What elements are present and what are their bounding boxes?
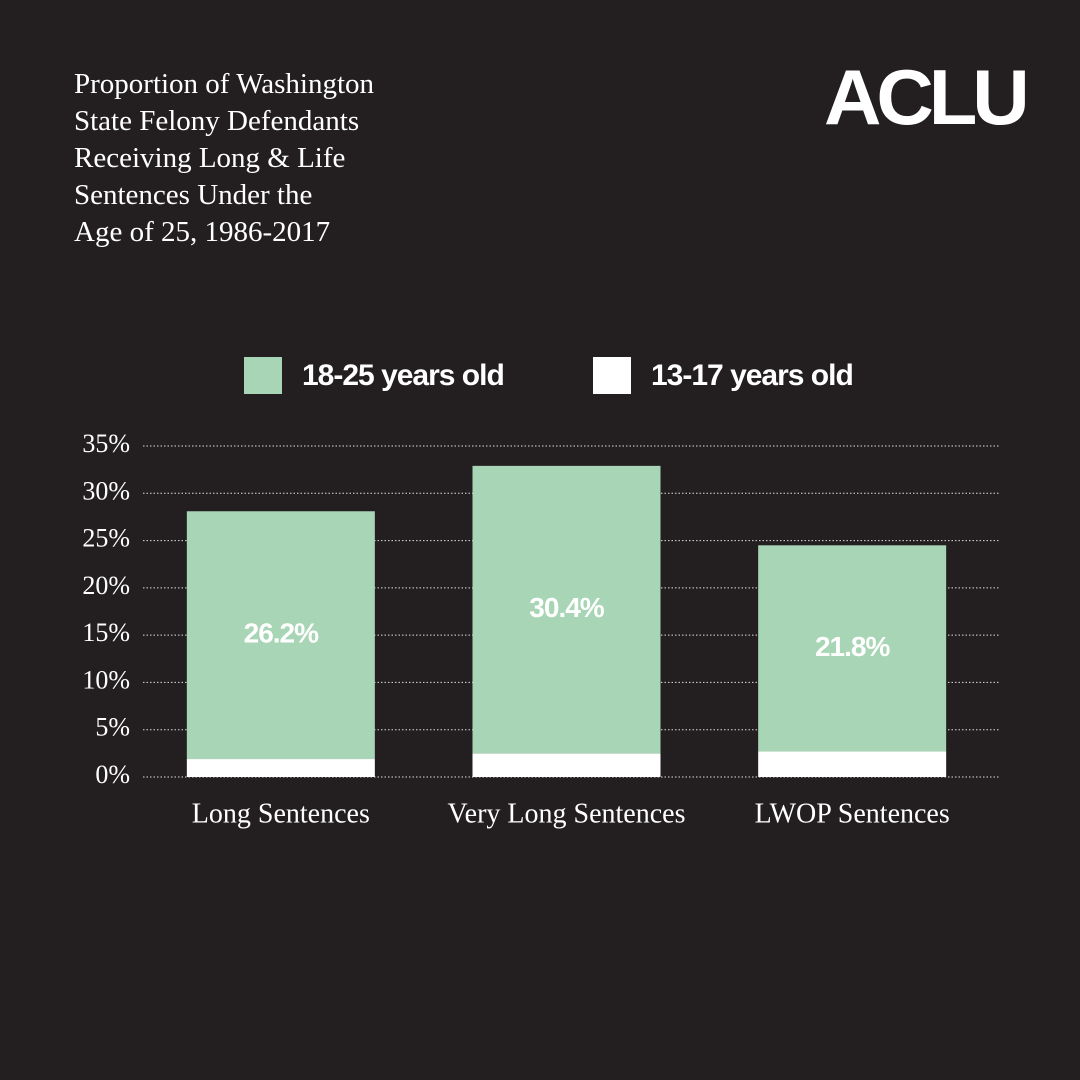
x-tick-label: Long Sentences — [192, 798, 370, 829]
value-label: 21.8% — [815, 631, 890, 662]
bar-segment — [472, 753, 661, 777]
y-tick-label: 25% — [82, 524, 130, 553]
legend-label: 13-17 years old — [651, 359, 853, 392]
y-tick-label: 0% — [95, 760, 130, 789]
value-label: 30.4% — [529, 592, 604, 623]
y-tick-label: 30% — [82, 476, 130, 505]
legend-label: 18-25 years old — [302, 359, 504, 392]
y-tick-label: 5% — [95, 713, 130, 742]
bar-segment — [186, 759, 375, 777]
logo: ACLU — [824, 53, 1030, 141]
legend-swatch — [244, 357, 282, 394]
bar-segment — [472, 465, 661, 754]
x-tick-label: LWOP Sentences — [755, 798, 950, 829]
chart-title: Proportion of Washington State Felony De… — [74, 68, 375, 248]
value-label: 26.2% — [244, 618, 319, 649]
y-tick-label: 10% — [82, 665, 130, 694]
bar-segment — [758, 545, 947, 752]
x-tick-label: Very Long Sentences — [448, 798, 686, 829]
bar-segment — [758, 751, 947, 777]
bar-segment — [186, 511, 375, 760]
y-tick-label: 15% — [82, 618, 130, 647]
y-tick-label: 35% — [82, 429, 130, 458]
legend-swatch — [593, 357, 631, 394]
y-tick-label: 20% — [82, 571, 130, 600]
